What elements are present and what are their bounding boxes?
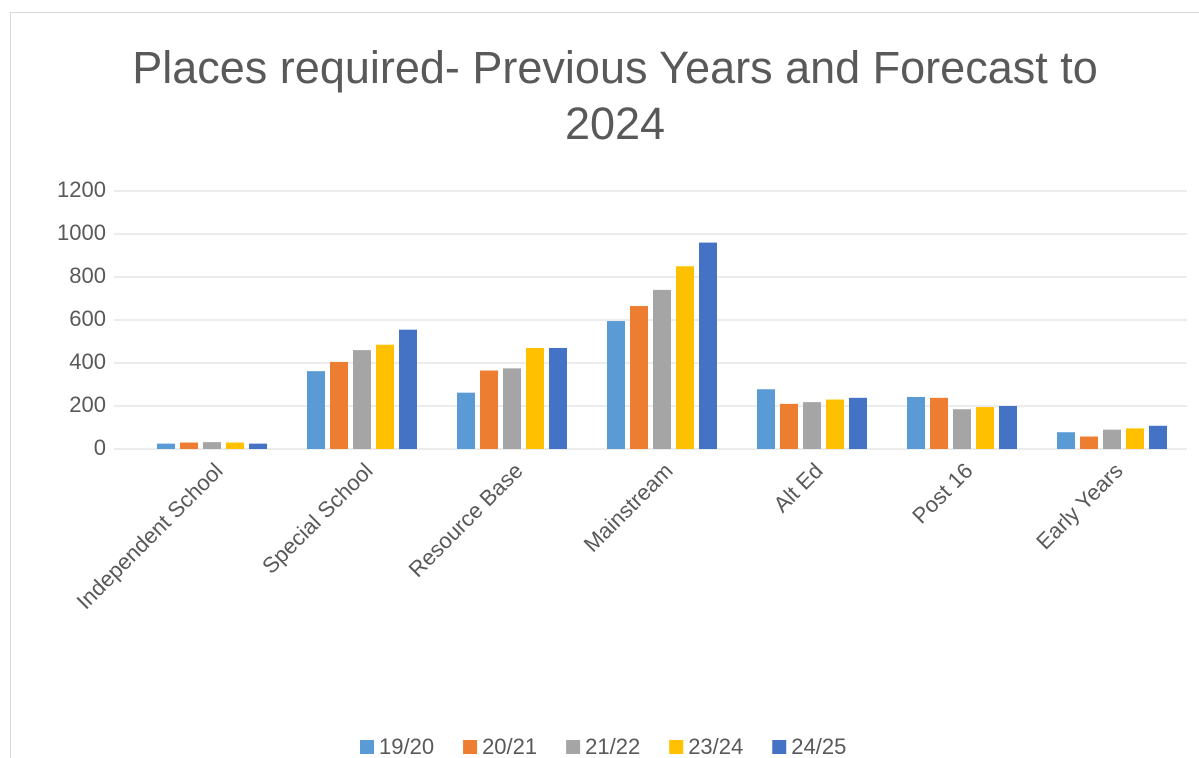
bar (353, 350, 371, 449)
legend-swatch (463, 740, 478, 754)
x-tick-label: Mainstream (579, 458, 678, 557)
legend-label: 24/25 (791, 734, 846, 758)
bar (203, 442, 221, 449)
legend-label: 23/24 (688, 734, 743, 758)
legend-label: 21/22 (585, 734, 640, 758)
x-tick-label: Independent School (72, 458, 228, 614)
bar (180, 442, 198, 449)
bar (157, 443, 175, 449)
chart-title: Places required- Previous Years and Fore… (132, 42, 1098, 149)
y-tick-label: 400 (69, 349, 106, 374)
bar (757, 389, 775, 449)
legend-swatch (772, 740, 787, 754)
x-tick-label: Resource Base (404, 458, 528, 582)
bar (630, 306, 648, 449)
y-tick-label: 200 (69, 392, 106, 417)
bar (953, 409, 971, 449)
bar (999, 406, 1017, 449)
legend-label: 19/20 (379, 734, 434, 758)
bar (526, 347, 544, 449)
y-tick-label: 1200 (57, 177, 106, 202)
legend-swatch (360, 740, 374, 754)
bar (376, 344, 394, 449)
bar (930, 397, 948, 449)
y-tick-label: 800 (69, 263, 106, 288)
chart-border (10, 12, 1199, 758)
bar (549, 347, 567, 449)
y-tick-label: 1000 (57, 220, 106, 245)
bar (699, 242, 717, 449)
y-tick-label: 600 (69, 306, 106, 331)
bar (826, 399, 844, 449)
bar (457, 392, 475, 449)
bar (976, 407, 994, 449)
bar (503, 368, 521, 449)
bar (1103, 429, 1121, 449)
bar (780, 403, 798, 449)
bar (330, 361, 348, 449)
bar (653, 289, 671, 449)
bar (480, 370, 498, 449)
x-tick-label: Post 16 (907, 458, 977, 528)
bar (607, 321, 625, 449)
bar (1149, 425, 1167, 449)
bar (399, 329, 417, 449)
bar (1080, 436, 1098, 449)
bar (803, 402, 821, 449)
legend-swatch (566, 740, 581, 754)
bar (1126, 428, 1144, 449)
bar (676, 266, 694, 449)
bar (226, 442, 244, 449)
bar (249, 443, 267, 449)
legend-label: 20/21 (482, 734, 537, 758)
x-tick-label: Alt Ed (768, 458, 827, 517)
y-tick-label: 0 (94, 435, 106, 460)
bar (1057, 432, 1075, 449)
x-tick-label: Special School (257, 458, 378, 579)
legend-swatch (669, 740, 684, 754)
bar (849, 397, 867, 449)
bar (307, 371, 325, 449)
x-tick-label: Early Years (1031, 458, 1127, 554)
bar (907, 396, 925, 449)
